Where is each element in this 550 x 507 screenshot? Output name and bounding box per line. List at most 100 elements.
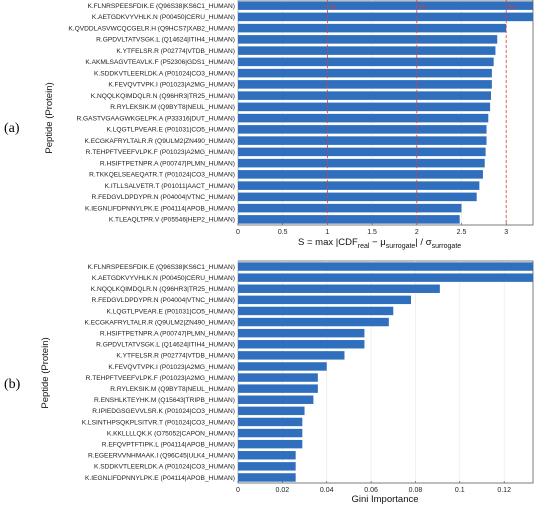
bar bbox=[238, 192, 477, 202]
bar bbox=[238, 102, 491, 112]
bar bbox=[238, 439, 303, 449]
bar bbox=[238, 340, 365, 349]
category-label: R.GPDVLTATVSGK.L (Q14624|ITIH4_HUMAN) bbox=[96, 37, 235, 44]
category-label: R.ENSHLKTEYHK.M (Q15643|TRIPB_HUMAN) bbox=[94, 397, 235, 404]
panel-b: (b) K.FLNRSPEESFDIK.E (Q96S38|KS6C1_HUMA… bbox=[4, 260, 534, 505]
bar bbox=[238, 181, 480, 190]
x-tick-label: 0.02 bbox=[276, 487, 290, 494]
category-label: K.TLEAQLTPR.V (P05546|HEP2_HUMAN) bbox=[109, 217, 235, 224]
panel-a-y-axis-title: Peptide (Protein) bbox=[44, 82, 55, 153]
category-label: K.NQQLKQIMDQLR.N (Q96HR3|TR25_HUMAN) bbox=[91, 93, 235, 100]
bar bbox=[238, 158, 485, 168]
bar bbox=[238, 125, 487, 134]
bar bbox=[238, 306, 394, 316]
category-label: K.QVDDLASVWCQCGELR.H (Q9HCS7|XAB2_HUMAN) bbox=[68, 25, 235, 32]
panel-b-category-labels: K.FLNRSPEESFDIK.E (Q96S38|KS6C1_HUMAN) K.… bbox=[82, 264, 235, 482]
panel-b-bars bbox=[238, 262, 533, 482]
bar bbox=[238, 273, 533, 282]
x-title-sub-real: real bbox=[358, 243, 370, 250]
x-tick-label: 0.06 bbox=[364, 487, 378, 494]
category-label: K.FEVQVTVPK.I (P01023|A2MG_HUMAN) bbox=[108, 364, 235, 371]
x-title-tail: | / σ bbox=[415, 237, 431, 248]
bar bbox=[238, 46, 496, 55]
category-label: K.ITLLSALVETR.T (P01011|AACT_HUMAN) bbox=[105, 183, 235, 190]
category-label: R.EFQVPTFTIPK.L (P04114|APOB_HUMAN) bbox=[102, 441, 235, 448]
x-tick-label: 0.5 bbox=[278, 229, 288, 236]
x-tick-label: 1 bbox=[325, 229, 329, 236]
category-label: K.FEVQVTVPK.I (P01023|A2MG_HUMAN) bbox=[108, 82, 235, 89]
threshold-label: 2σ bbox=[419, 5, 426, 11]
category-label: R.FEDGVLDPDYPR.N (P04004|VTNC_HUMAN) bbox=[91, 194, 235, 201]
category-label: R.FEDGVLDPDYPR.N (P04004|VTNC_HUMAN) bbox=[91, 297, 235, 304]
panel-a-threshold-lines: 1σ 2σ 3σ bbox=[326, 0, 516, 225]
bar bbox=[238, 23, 507, 33]
bar bbox=[238, 203, 462, 213]
category-label: K.FLNRSPEESFDIK.E (Q96S38|KS6C1_HUMAN) bbox=[87, 264, 235, 271]
category-label: R.IPIEDGSGEVVLSR.K (P01024|CO3_HUMAN) bbox=[92, 408, 235, 415]
category-label: K.IEGNLIFDPNNYLPK.E (P04114|APOB_HUMAN) bbox=[85, 205, 235, 212]
category-label: K.LQGTLPVEAR.E (P01031|CO5_HUMAN) bbox=[106, 308, 235, 315]
x-title-mid: − μ bbox=[369, 237, 385, 248]
bar bbox=[238, 384, 318, 393]
x-tick-label: 0.1 bbox=[455, 487, 465, 494]
category-label: R.RYLEKSIK.M (Q9BYT8|NEUL_HUMAN) bbox=[110, 104, 235, 111]
x-title-sub-surrogate-2: surrogate bbox=[432, 243, 462, 250]
x-title-sub-surrogate: surrogate bbox=[386, 243, 416, 250]
category-label: R.HSIFTPETNPR.A (P00747|PLMN_HUMAN) bbox=[100, 330, 235, 337]
category-label: K.FLNRSPEESFDIK.E (Q96S38|KS6C1_HUMAN) bbox=[87, 3, 235, 10]
panel-a-x-tick-labels: 0 0.5 1 1.5 2 2.5 3 bbox=[236, 229, 508, 236]
bar bbox=[238, 406, 305, 416]
category-label: K.AKMLSAGVTEAVLK.F (P52306|GDS1_HUMAN) bbox=[85, 59, 235, 66]
bar bbox=[238, 295, 412, 305]
bar bbox=[238, 451, 296, 460]
bar bbox=[238, 362, 327, 371]
bar bbox=[238, 91, 491, 100]
category-label: K.LQGTLPVEAR.E (P01031|CO5_HUMAN) bbox=[106, 127, 235, 134]
bar bbox=[238, 136, 487, 145]
bar bbox=[238, 351, 345, 360]
bar bbox=[238, 147, 486, 157]
bar bbox=[238, 262, 533, 271]
category-label: K.ECGKAFRYLTALR.R (Q9ULM2|ZN490_HUMAN) bbox=[85, 319, 235, 326]
category-label: R.GPDVLTATVSGK.L (Q14624|ITIH4_HUMAN) bbox=[96, 342, 235, 349]
x-title-main: S = max |CDF bbox=[298, 237, 358, 248]
x-tick-label: 0 bbox=[236, 487, 240, 494]
x-tick-label: 0.12 bbox=[497, 487, 511, 494]
bar bbox=[238, 1, 533, 10]
category-label: R.GASTVGAAGWKGELPK.A (P33316|DUT_HUMAN) bbox=[76, 115, 235, 122]
bar bbox=[238, 215, 460, 224]
x-tick-label: 3 bbox=[504, 229, 508, 236]
x-tick-label: 1.5 bbox=[367, 229, 377, 236]
bar bbox=[238, 328, 365, 338]
bar bbox=[238, 417, 303, 427]
bar bbox=[238, 395, 314, 404]
bar bbox=[238, 170, 483, 179]
bar bbox=[238, 12, 533, 22]
category-label: R.TEHPFTVEEFVLPK.F (P01023|A2MG_HUMAN) bbox=[86, 375, 235, 382]
threshold-label: 3σ bbox=[508, 5, 515, 11]
x-tick-label: 0.04 bbox=[320, 487, 334, 494]
bar bbox=[238, 68, 492, 78]
bar bbox=[238, 284, 440, 293]
category-label: R.TKKQELSEAEQATR.T (P01024|CO3_HUMAN) bbox=[89, 172, 235, 179]
bar bbox=[238, 35, 498, 44]
x-tick-label: 2.5 bbox=[457, 229, 467, 236]
category-label: K.YTFELSR.R (P02774|VTDB_HUMAN) bbox=[116, 48, 235, 55]
bar bbox=[238, 80, 492, 89]
bar bbox=[238, 373, 318, 382]
category-label: K.ECGKAFRYLTALR.R (Q9ULM2|ZN490_HUMAN) bbox=[85, 138, 235, 145]
category-label: K.IEGNLIFDPNNYLPK.E (P04114|APOB_HUMAN) bbox=[85, 475, 235, 482]
x-tick-label: 2 bbox=[415, 229, 419, 236]
panel-a-category-labels: K.FLNRSPEESFDIK.E (Q96S38|KS6C1_HUMAN) K.… bbox=[68, 3, 235, 224]
panel-a: (a) 1σ 2σ 3σ K.FLNRSPEESFDIK.E (Q96S38|KS6… bbox=[4, 0, 534, 250]
bar bbox=[238, 113, 489, 123]
category-label: R.HSIFTPETNPR.A (P00747|PLMN_HUMAN) bbox=[100, 160, 235, 167]
bar bbox=[238, 428, 303, 438]
category-label: K.AETGDKVYVHLK.N (P00450|CERU_HUMAN) bbox=[92, 14, 235, 21]
panel-a-x-axis-title: S = max |CDFreal − μsurrogate| / σsurrog… bbox=[298, 237, 461, 250]
category-label: K.SDDKVTLEERLDK.A (P01024|CO3_HUMAN) bbox=[94, 464, 235, 471]
category-label: K.AETGDKVYVHLK.N (P00450|CERU_HUMAN) bbox=[92, 275, 235, 282]
x-tick-label: 0.08 bbox=[409, 487, 423, 494]
x-tick-label: 0 bbox=[236, 229, 240, 236]
